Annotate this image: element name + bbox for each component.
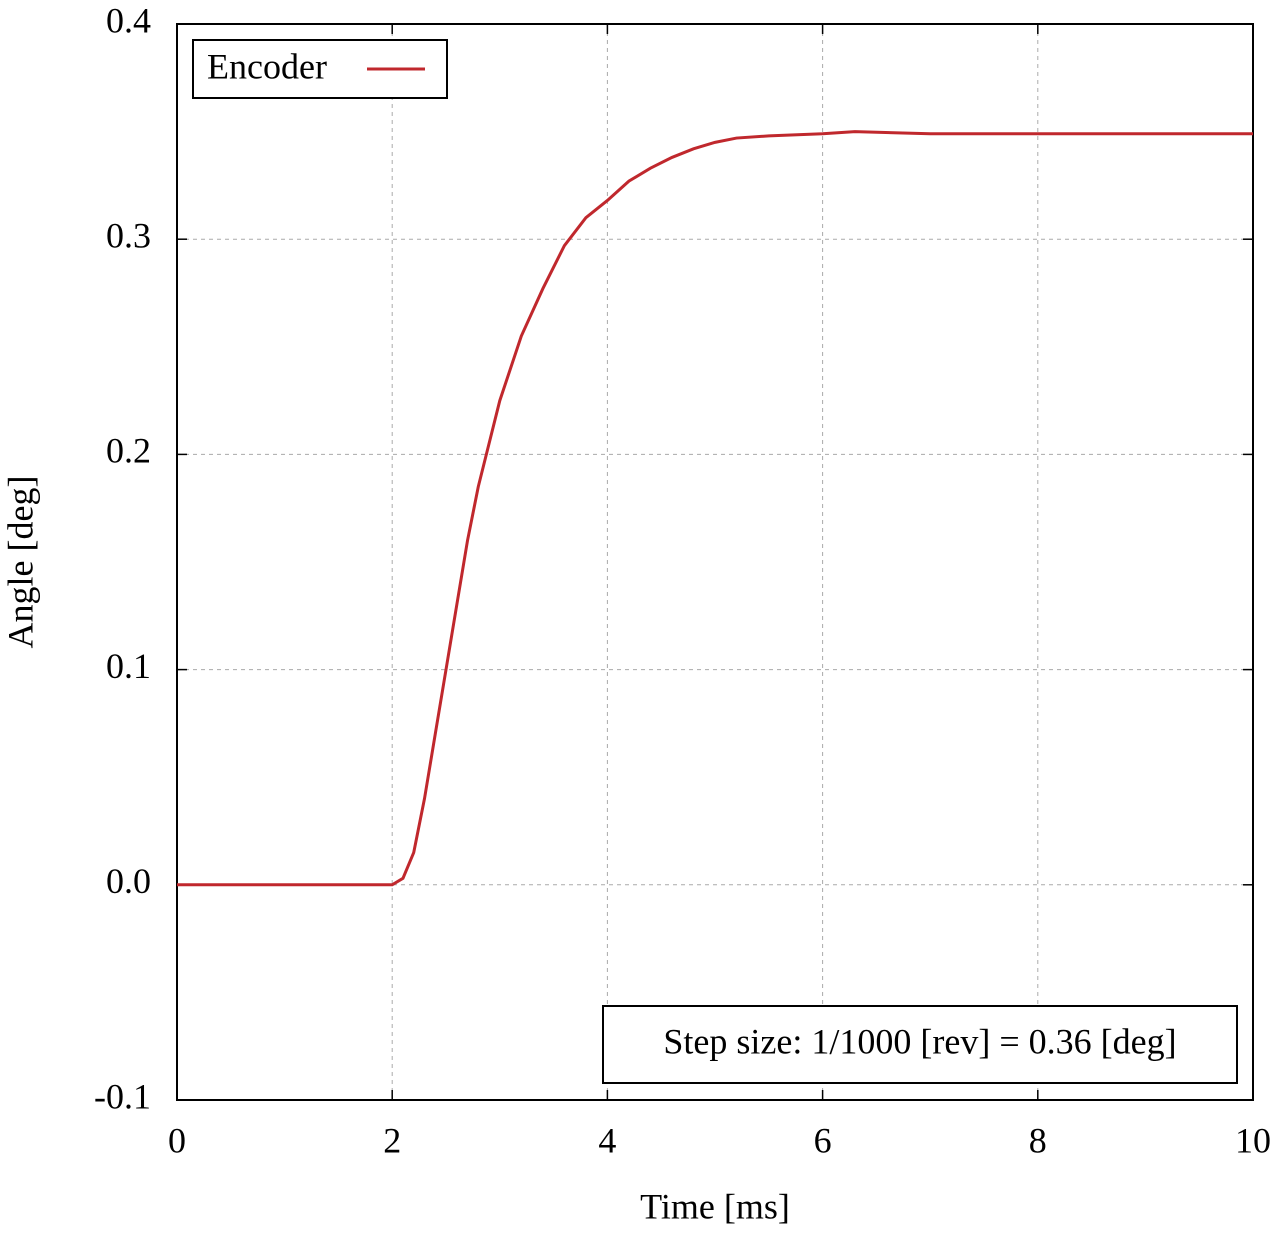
x-tick-label: 2 [383, 1120, 401, 1160]
x-tick-label: 4 [598, 1120, 616, 1160]
y-tick-label: 0.3 [106, 215, 151, 255]
y-tick-label: 0.0 [106, 861, 151, 901]
y-axis-label: Angle [deg] [0, 476, 40, 649]
y-tick-label: 0.4 [106, 0, 151, 40]
x-tick-label: 10 [1235, 1120, 1271, 1160]
x-axis-label: Time [ms] [640, 1186, 790, 1226]
annotation-box [602, 1005, 1238, 1084]
y-tick-label: 0.1 [106, 646, 151, 686]
y-tick-label: 0.2 [106, 431, 151, 471]
legend-label: Encoder [207, 46, 327, 86]
data-line [177, 130, 1253, 887]
x-tick-label: 0 [168, 1120, 186, 1160]
x-tick-label: 8 [1029, 1120, 1047, 1160]
plot-frame [176, 23, 1254, 1101]
annotation: Step size: 1/1000 [rev] = 0.36 [deg] [663, 1021, 1176, 1061]
y-tick-label: -0.1 [94, 1076, 151, 1116]
x-tick-label: 6 [814, 1120, 832, 1160]
